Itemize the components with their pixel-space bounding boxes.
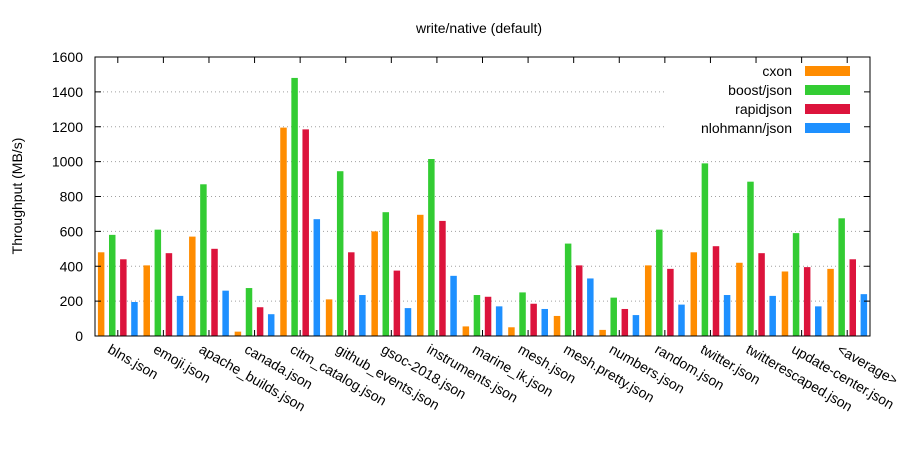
y-tick-label: 0 <box>75 328 83 344</box>
y-tick-label: 1200 <box>52 119 83 135</box>
bar-boost-json <box>382 212 390 336</box>
bar-nlohmann-json <box>131 301 138 336</box>
y-axis-label: Throughput (MB/s) <box>9 138 25 255</box>
legend-label: boost/json <box>728 82 792 98</box>
legend-label: nlohmann/json <box>701 120 792 136</box>
y-tick-label: 200 <box>60 293 84 309</box>
bar-rapidjson <box>439 220 446 336</box>
bar-boost-json <box>200 184 207 336</box>
bar-boost-json <box>154 229 162 336</box>
bar-boost-json <box>656 229 663 336</box>
y-tick-label: 600 <box>60 223 84 239</box>
bar-rapidjson <box>621 308 629 336</box>
bar-boost-json <box>428 159 435 336</box>
bar-rapidjson <box>256 307 264 336</box>
y-tick-label: 400 <box>60 258 84 274</box>
bar-rapidjson <box>484 296 492 336</box>
bar-nlohmann-json <box>495 306 503 336</box>
bar-cxon <box>736 262 743 336</box>
bar-nlohmann-json <box>541 308 548 336</box>
x-tick-labels: blns.jsonemoji.jsonapache_builds.jsoncan… <box>105 341 900 415</box>
bar-rapidjson <box>530 303 537 336</box>
bar-boost-json <box>519 292 526 336</box>
bar-rapidjson <box>393 270 401 336</box>
bar-boost-json <box>473 295 481 336</box>
bar-nlohmann-json <box>678 304 685 336</box>
bar-nlohmann-json <box>769 295 776 336</box>
bar-cxon <box>417 214 424 336</box>
chart-title: write/native (default) <box>415 20 542 36</box>
x-tick-label: blns.json <box>105 341 161 382</box>
bar-cxon <box>690 252 698 336</box>
bar-cxon <box>143 265 150 336</box>
bar-nlohmann-json <box>222 290 229 336</box>
bar-nlohmann-json <box>632 315 640 336</box>
legend-swatch <box>805 66 850 76</box>
bar-boost-json <box>291 77 298 337</box>
y-tick-label: 800 <box>60 189 84 205</box>
bar-rapidjson <box>120 259 127 336</box>
bars <box>97 77 868 337</box>
bar-cxon <box>371 231 378 336</box>
bar-boost-json <box>245 288 253 336</box>
bar-rapidjson <box>758 253 765 336</box>
bar-rapidjson <box>849 259 857 336</box>
bar-cxon <box>553 315 561 336</box>
bar-cxon <box>644 265 652 336</box>
bar-nlohmann-json <box>723 295 731 336</box>
grid-lines <box>95 91 870 302</box>
bar-cxon <box>599 329 606 336</box>
bar-cxon <box>325 299 333 336</box>
bar-rapidjson <box>348 252 355 336</box>
bar-cxon <box>462 326 470 336</box>
bar-rapidjson <box>575 265 583 336</box>
bar-nlohmann-json <box>404 308 412 336</box>
bar-boost-json <box>747 181 754 336</box>
bar-nlohmann-json <box>815 306 822 336</box>
bar-boost-json <box>838 218 845 336</box>
axes <box>94 56 871 337</box>
legend: cxon boost/json rapidjson nlohmann/json <box>701 63 850 136</box>
bar-nlohmann-json <box>267 314 275 336</box>
bar-rapidjson <box>211 248 218 336</box>
bar-nlohmann-json <box>450 275 457 336</box>
y-tick-label: 1000 <box>52 154 83 170</box>
legend-swatch <box>805 104 850 114</box>
bar-rapidjson <box>803 267 811 336</box>
legend-swatch <box>805 85 850 95</box>
bar-nlohmann-json <box>359 295 366 336</box>
y-tick-label: 1400 <box>52 84 83 100</box>
bar-rapidjson <box>712 246 720 336</box>
bar-cxon <box>189 236 196 336</box>
bar-cxon <box>97 252 105 336</box>
legend-label: rapidjson <box>735 101 792 117</box>
bar-boost-json <box>336 171 344 336</box>
legend-label: cxon <box>762 63 792 79</box>
bar-cxon <box>827 268 834 336</box>
bar-rapidjson <box>165 253 173 336</box>
bar-cxon <box>781 271 789 336</box>
bar-boost-json <box>701 163 709 336</box>
bar-boost-json <box>792 233 800 336</box>
bar-rapidjson <box>667 268 674 336</box>
y-tick-labels: 0 200 400 600 800 1000 1200 1400 1600 <box>52 49 83 344</box>
plot-frame <box>94 56 871 337</box>
bar-cxon <box>234 331 242 336</box>
bar-nlohmann-json <box>176 295 184 336</box>
bar-boost-json <box>108 234 116 336</box>
bar-rapidjson <box>302 129 309 336</box>
bar-nlohmann-json <box>587 278 594 336</box>
bar-boost-json <box>610 297 617 336</box>
legend-swatch <box>805 123 850 133</box>
bar-cxon <box>508 327 515 336</box>
bar-boost-json <box>564 243 572 336</box>
bar-nlohmann-json <box>860 294 868 336</box>
bar-cxon <box>280 127 287 336</box>
bar-nlohmann-json <box>313 219 321 336</box>
y-tick-label: 1600 <box>52 49 83 65</box>
